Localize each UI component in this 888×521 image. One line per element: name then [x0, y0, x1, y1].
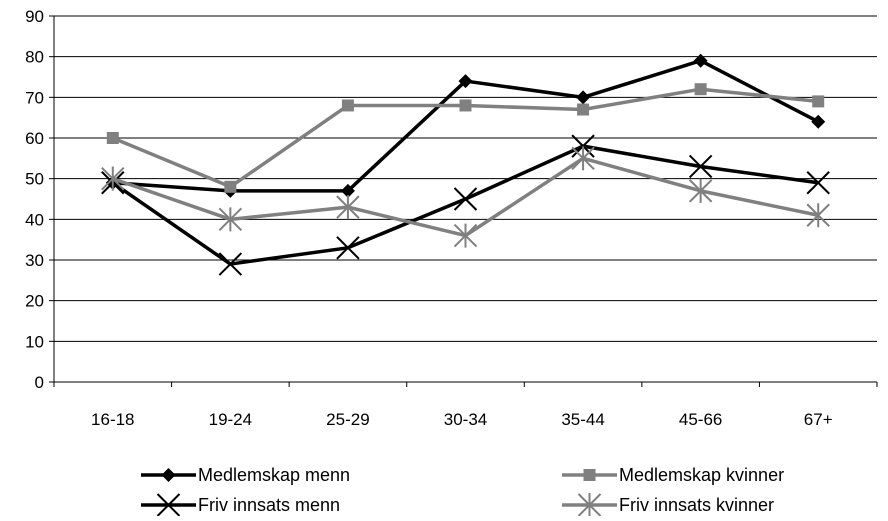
y-tick-label-20: 20	[25, 292, 44, 311]
y-tick-label-50: 50	[25, 170, 44, 189]
series-3	[101, 146, 830, 248]
legend-item-2: Friv innsats menn	[141, 493, 340, 517]
x-tick-label-45-66: 45-66	[679, 410, 722, 429]
legend: Medlemskap menn Medlemskap kvinner Friv in…	[141, 465, 784, 517]
data-point-3-3	[453, 223, 478, 248]
data-point-0-4	[576, 90, 591, 105]
data-point-1-2	[341, 99, 354, 112]
legend-label-2: Friv innsats menn	[198, 495, 340, 515]
y-tick-label-40: 40	[25, 210, 44, 229]
y-tick-label-10: 10	[25, 332, 44, 351]
data-point-3-4	[571, 146, 595, 171]
y-tick-label-80: 80	[25, 48, 44, 67]
series-layer	[101, 53, 830, 276]
data-point-3-5	[688, 178, 713, 203]
legend-item-0: Medlemskap menn	[141, 465, 350, 485]
data-point-1-6	[812, 95, 825, 108]
legend-marker-2	[156, 493, 181, 517]
data-point-0-2	[340, 183, 355, 198]
x-tick-label-67+: 67+	[804, 410, 833, 429]
data-point-2-3	[453, 187, 478, 211]
data-point-0-5	[693, 53, 708, 68]
data-point-3-1	[218, 207, 243, 232]
data-point-3-6	[806, 203, 830, 228]
data-point-3-2	[336, 195, 360, 220]
data-point-2-1	[218, 252, 243, 276]
legend-marker-1	[583, 469, 596, 481]
legend-label-3: Friv innsats kvinner	[619, 495, 774, 515]
data-point-1-4	[577, 103, 590, 116]
y-tick-label-30: 30	[25, 251, 44, 270]
legend-marker-0	[161, 468, 176, 482]
axes: 0 10 20 30 40 50 60 70 80 90 16-18 19-24 25-29 30-34 3…	[25, 7, 878, 429]
data-point-2-2	[336, 236, 360, 260]
y-tick-label-90: 90	[25, 7, 44, 26]
x-tick-label-16-18: 16-18	[91, 410, 134, 429]
data-point-2-6	[806, 171, 830, 195]
data-point-2-4	[571, 134, 595, 158]
series-1	[106, 83, 825, 193]
legend-label-0: Medlemskap menn	[198, 465, 350, 485]
y-tick-label-0: 0	[35, 373, 44, 392]
y-tick-label-70: 70	[25, 88, 44, 107]
series-0	[105, 53, 826, 198]
y-tick-label-60: 60	[25, 129, 44, 148]
legend-item-3: Friv innsats kvinner	[562, 493, 774, 517]
x-tick-label-30-34: 30-34	[444, 410, 487, 429]
gridlines	[54, 15, 877, 342]
series-2	[101, 134, 830, 276]
data-point-1-1	[224, 180, 237, 193]
x-tick-label-25-29: 25-29	[326, 410, 369, 429]
x-tick-label-19-24: 19-24	[209, 410, 252, 429]
data-point-1-0	[106, 132, 119, 144]
x-tick-label-35-44: 35-44	[561, 410, 604, 429]
data-point-3-0	[101, 166, 125, 191]
legend-marker-3	[577, 493, 602, 517]
data-point-0-3	[458, 74, 473, 89]
legend-item-1: Medlemskap kvinner	[562, 465, 784, 485]
legend-label-1: Medlemskap kvinner	[619, 465, 784, 485]
data-point-2-5	[688, 154, 713, 179]
data-point-0-6	[811, 114, 826, 129]
data-point-1-3	[459, 99, 472, 112]
data-point-1-5	[694, 83, 707, 96]
